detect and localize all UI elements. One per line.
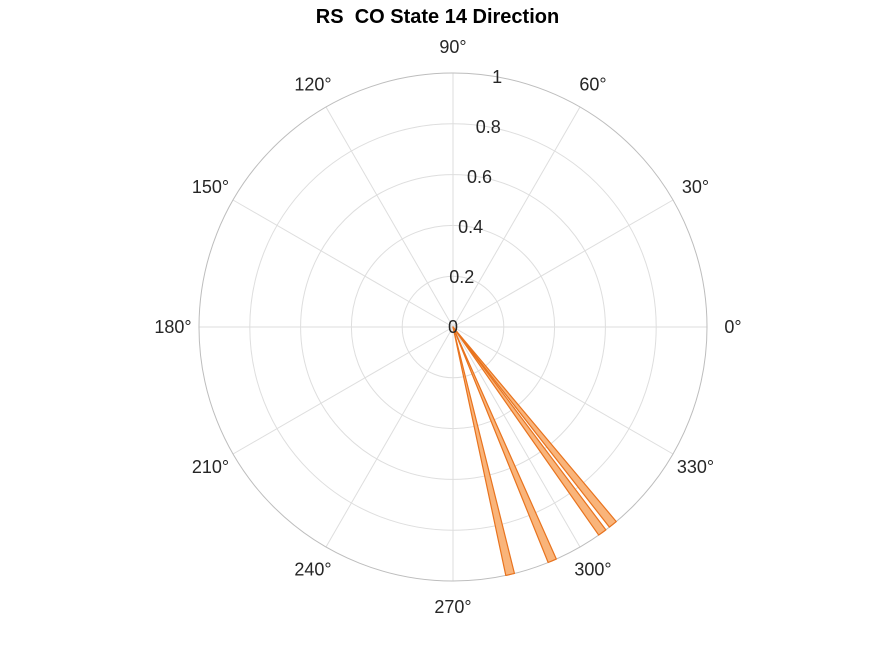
r-tick-label: 0.4: [458, 217, 483, 237]
chart-title: RS CO State 14 Direction: [315, 6, 560, 28]
theta-gridline: [452, 199, 674, 328]
theta-gridline: [232, 199, 454, 328]
polar-grid: [198, 72, 708, 582]
histogram-bars: [452, 326, 617, 577]
theta-tick-label: 90°: [439, 37, 466, 57]
theta-tick-label: 60°: [579, 75, 606, 95]
histogram-bar: [452, 326, 557, 564]
r-gridline: [401, 275, 505, 379]
theta-tick-label: 120°: [294, 75, 331, 95]
theta-tick-label: 300°: [574, 560, 611, 580]
r-tick-label: 0.2: [449, 267, 474, 287]
theta-tick-label: 210°: [192, 457, 229, 477]
r-gridline: [300, 174, 606, 480]
theta-gridline: [452, 106, 581, 328]
theta-gridline: [232, 326, 454, 455]
theta-tick-label: 0°: [724, 317, 741, 337]
axis-labels: 0 0.2 0.4 0.6 0.8 1 0° 30° 60° 90° 120° 150° 180° 210…: [154, 37, 741, 617]
polar-outline: [198, 72, 708, 582]
theta-gridline: [452, 326, 581, 548]
histogram-bar: [452, 326, 617, 528]
r-tick-label: 0: [448, 317, 458, 337]
histogram-bar: [452, 326, 516, 577]
r-tick-label: 0.6: [467, 167, 492, 187]
theta-tick-label: 240°: [294, 560, 331, 580]
r-tick-label: 1: [492, 67, 502, 87]
r-gridline: [249, 123, 657, 531]
theta-tick-label: 330°: [677, 457, 714, 477]
theta-gridline: [325, 106, 454, 328]
r-tick-label: 0.8: [476, 117, 501, 137]
theta-tick-label: 30°: [682, 177, 709, 197]
theta-tick-label: 180°: [154, 317, 191, 337]
theta-tick-label: 150°: [192, 177, 229, 197]
theta-tick-label: 270°: [434, 597, 471, 617]
r-gridline: [350, 224, 556, 430]
theta-gridline: [452, 326, 674, 455]
histogram-bar: [452, 326, 607, 536]
theta-gridline: [325, 326, 454, 548]
